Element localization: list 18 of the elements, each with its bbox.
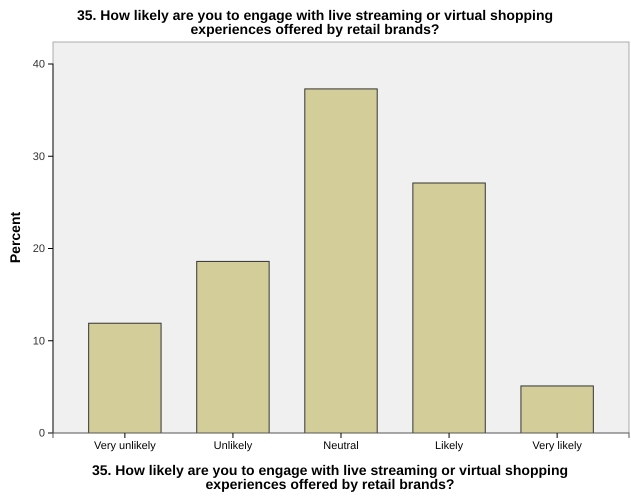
y-tick-label: 30 — [32, 150, 45, 163]
bar — [304, 88, 378, 434]
x-tick-label: Very unlikely — [94, 440, 156, 452]
y-axis-title: Percent — [7, 211, 23, 264]
bar — [88, 322, 162, 434]
x-tick-label: Very likely — [532, 440, 582, 452]
x-tick-label: Neutral — [323, 440, 359, 452]
y-tick-label: 0 — [38, 428, 45, 440]
x-axis-title: 35. How likely are you to engage with live streaming or virtual shopping experiences offered by retail brands? — [92, 462, 568, 492]
bar — [412, 182, 486, 434]
bar — [196, 260, 270, 434]
bar — [520, 385, 594, 434]
y-tick-label: 20 — [32, 243, 45, 256]
x-tick-label: Unlikely — [214, 440, 253, 452]
x-tick-label: Likely — [435, 440, 464, 452]
y-tick-label: 40 — [32, 58, 45, 71]
chart-title: 35. How likely are you to engage with live streaming or virtual shopping experiences offered by retail brands? — [76, 7, 554, 37]
y-tick-label: 10 — [32, 335, 45, 348]
